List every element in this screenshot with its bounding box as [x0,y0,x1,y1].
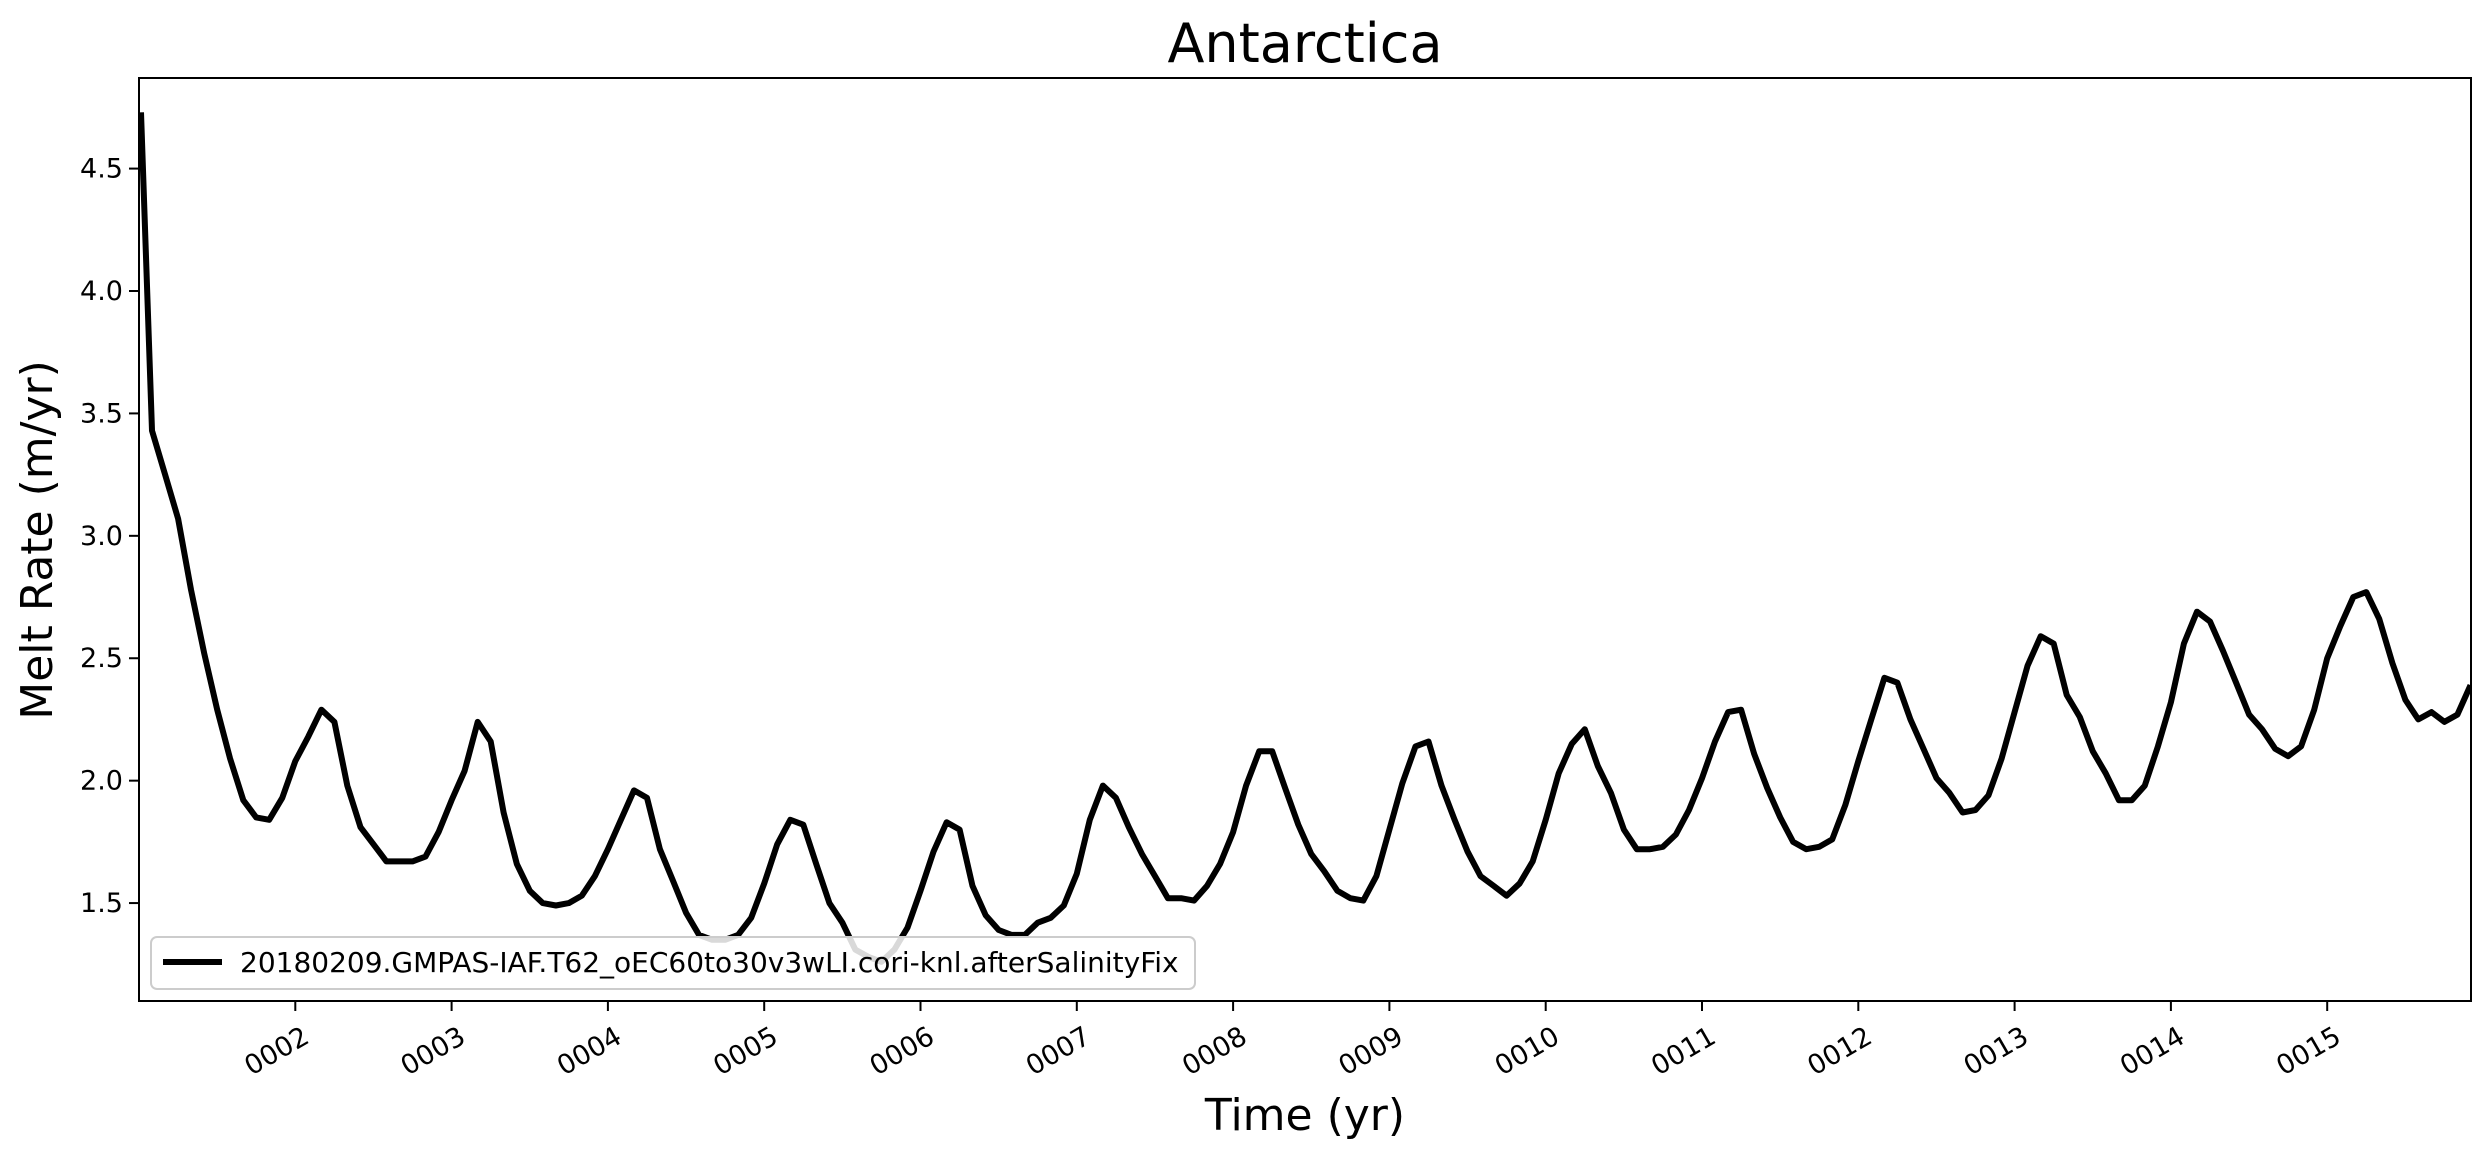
x-tick-label: 0007 [1021,1021,1096,1082]
x-tick-label: 0006 [865,1021,940,1082]
x-tick-label: 0011 [1646,1021,1721,1082]
x-axis-ticks: 0002 0003 0004 0005 0006 0007 0008 0009 0010 0011… [239,1001,2346,1082]
x-axis-label: Time (yr) [1204,1090,1405,1141]
chart-title: Antarctica [1167,12,1442,75]
y-tick-label: 4.0 [80,276,123,307]
x-tick-label: 0003 [396,1021,471,1082]
x-tick-label: 0012 [1802,1021,1877,1082]
x-tick-label: 0013 [1959,1021,2034,1082]
y-tick-label: 2.5 [80,643,123,674]
x-tick-label: 0004 [552,1021,627,1082]
legend-box [150,936,1196,990]
x-tick-label: 0014 [2115,1021,2190,1082]
x-tick-label: 0015 [2271,1021,2346,1082]
y-tick-label: 4.5 [80,154,123,185]
legend-entry: 20180209.GMPAS-IAF.T62_oEC60to30v3wLI.co… [240,946,1179,979]
plot-area [138,77,2472,1002]
x-tick-label: 0010 [1490,1021,1565,1082]
series-layer [139,112,2471,965]
x-tick-label: 0008 [1177,1021,1252,1082]
legend: 20180209.GMPAS-IAF.T62_oEC60to30v3wLI.co… [150,936,1196,990]
y-tick-label: 1.5 [80,888,123,919]
y-axis-label: Melt Rate (m/yr) [12,360,63,720]
y-tick-label: 2.0 [80,766,123,797]
y-axis-ticks: 1.5 2.0 2.5 3.0 3.5 4.0 4.5 [80,154,139,919]
x-tick-label: 0002 [239,1021,314,1082]
x-tick-label: 0009 [1333,1021,1408,1082]
x-tick-label: 0005 [708,1021,783,1082]
y-tick-label: 3.5 [80,398,123,429]
y-tick-label: 3.0 [80,521,123,552]
series-line-0 [139,112,2471,965]
